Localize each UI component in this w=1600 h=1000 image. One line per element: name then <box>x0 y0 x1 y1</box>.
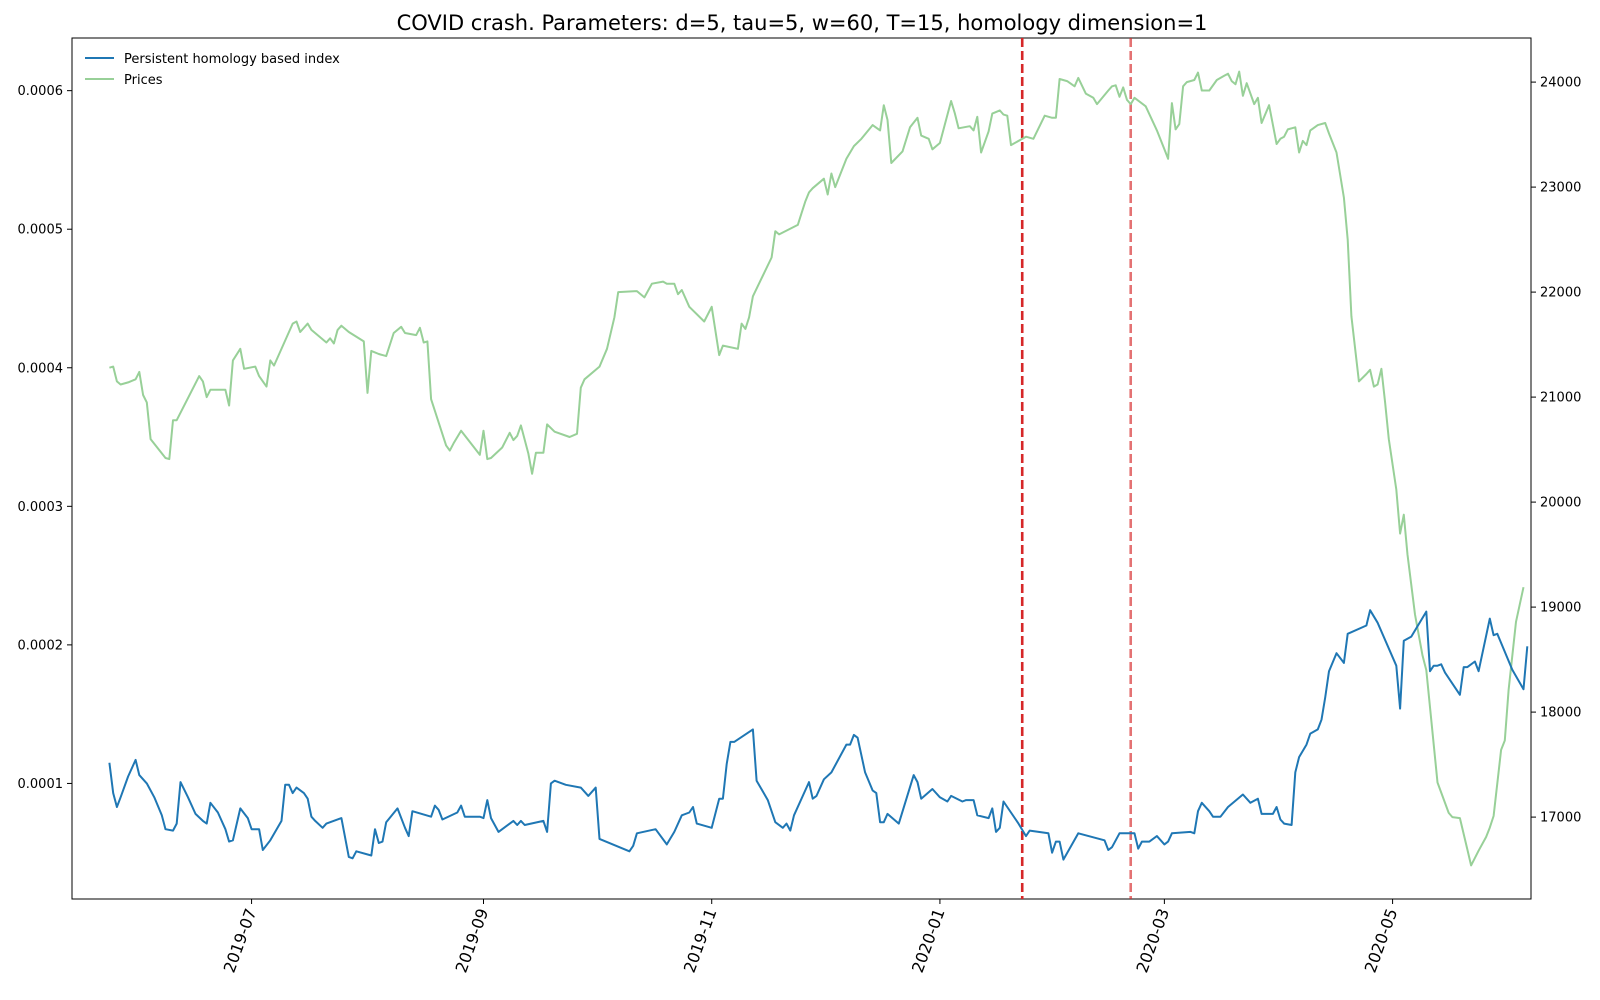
chart-title: COVID crash. Parameters: d=5, tau=5, w=6… <box>397 11 1208 35</box>
series-layer <box>108 70 1529 867</box>
plot-area <box>71 37 1532 900</box>
left-tick-label: 0.0003 <box>18 500 64 515</box>
right-tick-label: 19000 <box>1540 601 1581 616</box>
left-y-axis: 0.0001 0.0002 0.0003 0.0004 0.0005 0.0006 <box>18 84 72 792</box>
legend-label-index: Persistent homology based index <box>124 52 340 67</box>
right-tick-label: 17000 <box>1540 811 1581 826</box>
plot-frame <box>71 37 1532 900</box>
left-tick-label: 0.0006 <box>18 84 64 99</box>
series-line-prices <box>109 70 1525 867</box>
legend-label-prices: Prices <box>124 73 163 88</box>
legend: Persistent homology based index Prices <box>85 52 340 88</box>
right-tick-label: 20000 <box>1540 496 1581 511</box>
right-tick-label: 24000 <box>1540 76 1581 91</box>
event-markers <box>1020 38 1133 899</box>
left-tick-label: 0.0001 <box>18 777 64 792</box>
left-tick-label: 0.0004 <box>18 361 64 376</box>
series-line-index <box>108 609 1529 861</box>
right-tick-label: 18000 <box>1540 706 1581 721</box>
right-tick-label: 22000 <box>1540 286 1581 301</box>
right-tick-label: 21000 <box>1540 391 1581 406</box>
right-tick-label: 23000 <box>1540 181 1581 196</box>
left-tick-label: 0.0002 <box>18 638 64 653</box>
left-tick-label: 0.0005 <box>18 223 64 238</box>
right-y-axis: 17000 18000 19000 20000 21000 22000 23000 24000 <box>1531 76 1581 826</box>
